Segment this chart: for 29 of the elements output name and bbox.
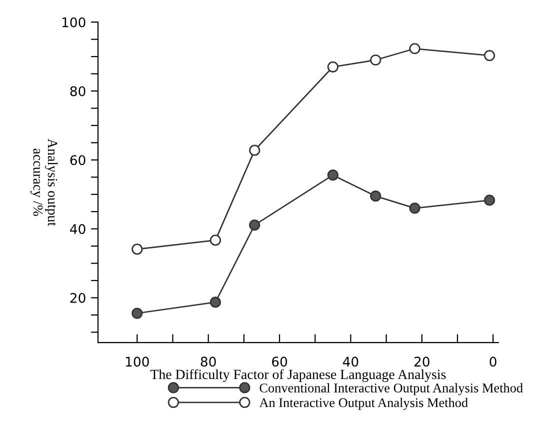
point xyxy=(249,219,260,231)
x-tick-label: 0 xyxy=(490,356,496,367)
x-tick-label: 60 xyxy=(272,356,288,367)
point xyxy=(132,308,143,319)
y-tick-label: 100 xyxy=(62,17,86,28)
point xyxy=(370,54,382,66)
x-tick-label: 20 xyxy=(414,356,430,367)
legend-label: Conventional Interactive Output Analysis Method xyxy=(260,383,523,396)
point xyxy=(327,61,338,72)
y-tick-label: 80 xyxy=(70,86,86,96)
x-tick-label: 80 xyxy=(200,356,216,367)
point xyxy=(327,170,338,181)
y-tick-label: 40 xyxy=(70,224,86,234)
x-axis-title: The Difficulty Factor of Japanese Language Analysis xyxy=(150,369,446,382)
x-tick-label: 40 xyxy=(342,356,358,367)
point xyxy=(484,50,496,62)
point xyxy=(370,190,382,202)
point xyxy=(210,296,222,308)
x-tick-label: 100 xyxy=(126,356,149,367)
point xyxy=(210,234,222,246)
point xyxy=(249,144,260,156)
point xyxy=(132,244,143,255)
y-axis-title: Analysis output accuracy /% xyxy=(30,138,58,226)
point xyxy=(409,43,420,54)
y-tick-label: 20 xyxy=(70,292,86,303)
point xyxy=(409,202,420,214)
y-tick-label: 60 xyxy=(70,155,86,166)
legend-label: An Interactive Output Analysis Method xyxy=(259,398,468,410)
point xyxy=(484,194,496,206)
